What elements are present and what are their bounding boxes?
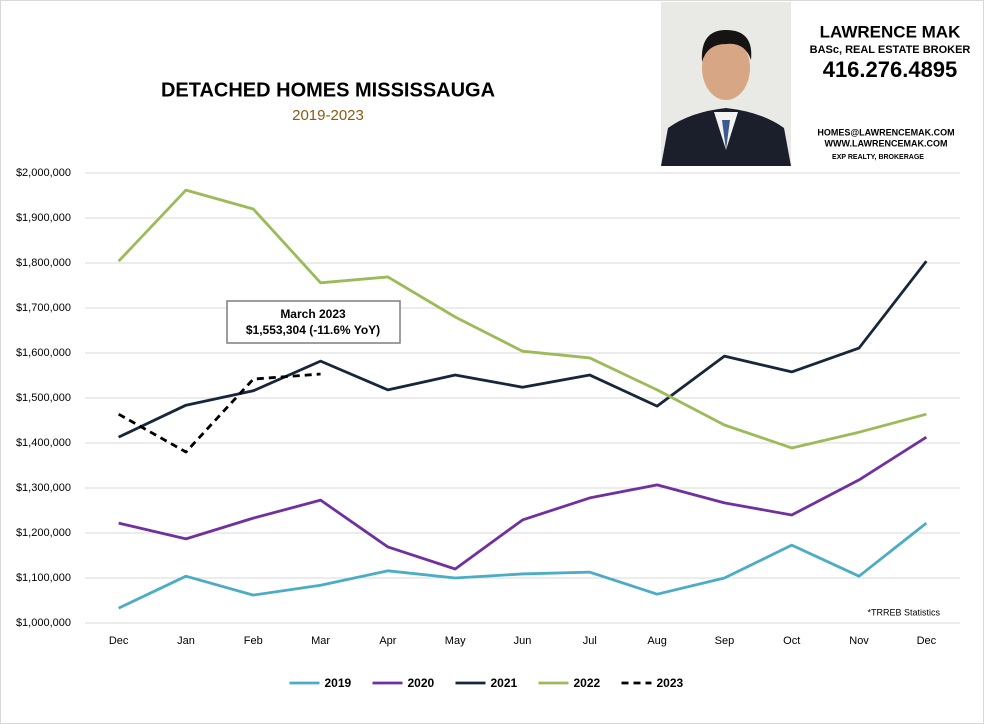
chart-subtitle: 2019-2023: [292, 107, 364, 124]
y-tick-label: $1,500,000: [16, 392, 71, 404]
x-tick-label: Jun: [514, 635, 532, 647]
series-line: [118, 260, 928, 439]
y-tick-label: $1,600,000: [16, 347, 71, 359]
legend-label: 2019: [325, 676, 352, 690]
agent-brokerage: EXP REALTY, BROKERAGE: [832, 154, 924, 161]
series-line: [118, 522, 928, 610]
agent-credentials: BASc, REAL ESTATE BROKER: [810, 44, 971, 56]
y-tick-label: $1,800,000: [16, 257, 71, 269]
note: *TRREB Statistics: [867, 607, 940, 617]
x-tick-label: Nov: [849, 635, 869, 647]
x-tick-label: Jul: [583, 635, 597, 647]
chart-title: DETACHED HOMES MISSISSAUGA: [161, 79, 495, 101]
series-line: [117, 188, 927, 450]
series-line: [118, 435, 928, 571]
x-tick-label: Dec: [917, 635, 937, 647]
portrait: [661, 2, 791, 166]
y-tick-label: $1,900,000: [16, 212, 71, 224]
legend-label: 2022: [574, 676, 601, 690]
x-tick-label: Aug: [647, 635, 667, 647]
agent-website: WWW.LAWRENCEMAK.COM: [825, 138, 948, 148]
annotation-box: [226, 300, 401, 344]
y-tick-label: $1,100,000: [16, 572, 71, 584]
x-tick-label: Feb: [244, 635, 263, 647]
x-tick-label: Jan: [177, 635, 195, 647]
legend-label: 2023: [657, 676, 684, 690]
agent-email: HOMES@LAWRENCEMAK.COM: [817, 127, 954, 137]
y-tick-label: $1,200,000: [16, 527, 71, 539]
y-tick-label: $2,000,000: [16, 167, 71, 179]
x-tick-label: May: [445, 635, 466, 647]
legend-label: 2021: [491, 676, 518, 690]
y-tick-label: $1,000,000: [16, 617, 71, 629]
x-tick-label: Oct: [783, 635, 800, 647]
agent-name: LAWRENCE MAK: [820, 22, 961, 41]
series-line: [117, 372, 321, 454]
y-tick-label: $1,400,000: [16, 437, 71, 449]
annotation-title: March 2023: [280, 307, 346, 321]
y-tick-label: $1,700,000: [16, 302, 71, 314]
x-tick-label: Sep: [715, 635, 735, 647]
legend-label: 2020: [408, 676, 435, 690]
x-tick-label: Mar: [311, 635, 330, 647]
x-tick-label: Apr: [379, 635, 396, 647]
annotation-text: $1,553,304 (-11.6% YoY): [246, 323, 380, 337]
x-tick-label: Dec: [109, 635, 129, 647]
agent-phone: 416.276.4895: [823, 57, 958, 82]
y-tick-label: $1,300,000: [16, 482, 71, 494]
